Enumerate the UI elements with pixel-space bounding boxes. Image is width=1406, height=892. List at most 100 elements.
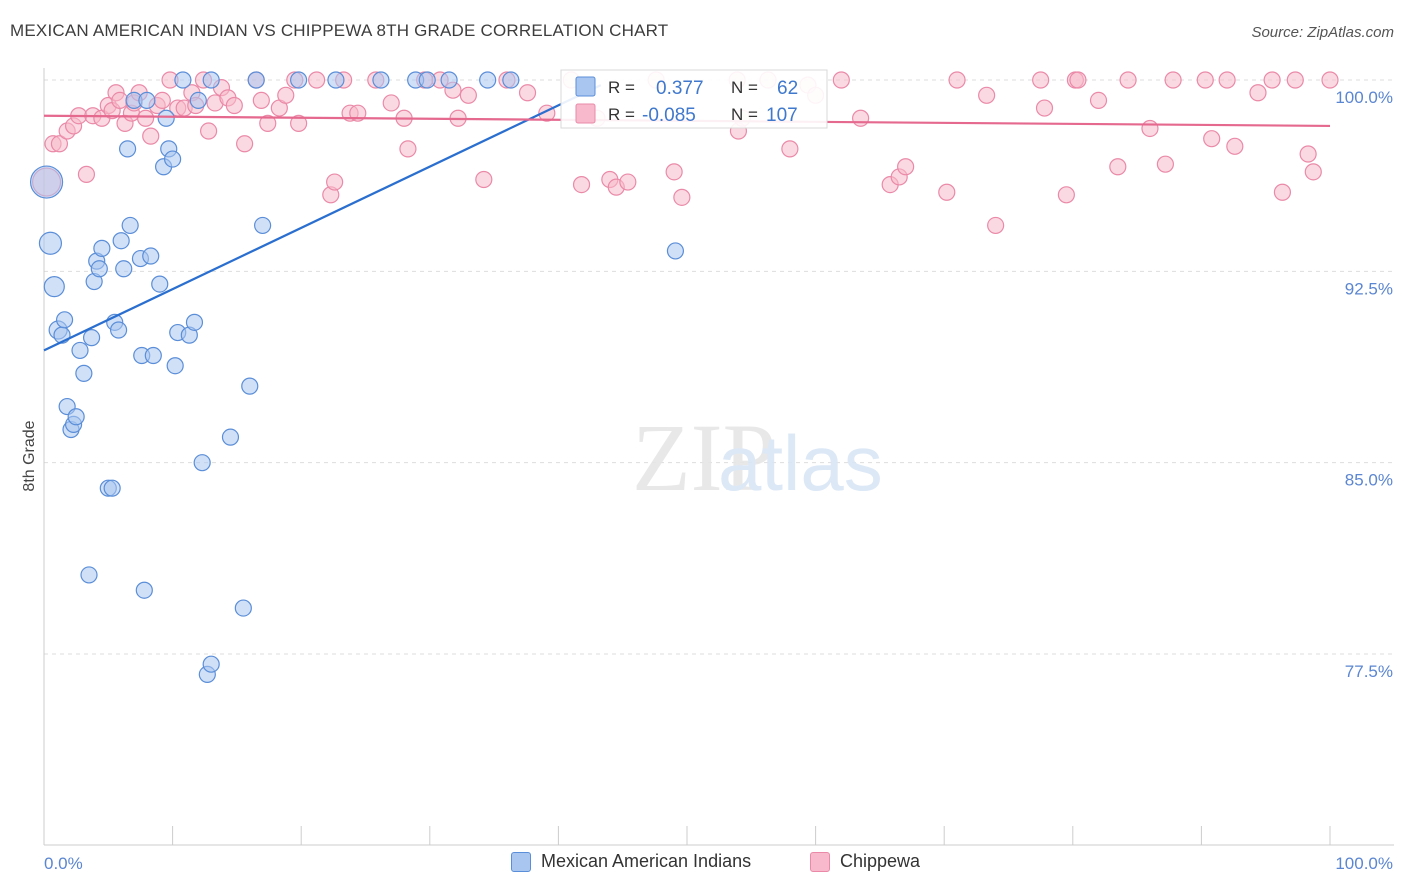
point-chippewa <box>1286 71 1304 89</box>
point-chippewa <box>236 135 254 153</box>
point-chippewa <box>308 71 326 89</box>
point-mexican-american-indians <box>82 329 101 347</box>
point-chippewa <box>1156 155 1174 173</box>
point-chippewa <box>399 140 417 158</box>
point-chippewa <box>673 188 691 206</box>
point-mexican-american-indians <box>118 140 137 158</box>
legend-label: Mexican American Indians <box>541 851 752 871</box>
stats-n-label-1: N = <box>731 78 758 97</box>
point-chippewa <box>1089 91 1108 110</box>
point-chippewa <box>987 216 1005 235</box>
source-credit: Source: ZipAtlas.com <box>1251 24 1394 41</box>
watermark: ZIP atlas <box>632 404 883 511</box>
point-chippewa <box>1321 71 1339 89</box>
axes: 77.5% 85.0% 92.5% 100.0% 0.0% 100.0% <box>43 68 1394 873</box>
chart-title: MEXICAN AMERICAN INDIAN VS CHIPPEWA 8TH … <box>10 21 669 40</box>
point-chippewa <box>290 114 308 132</box>
point-chippewa <box>978 86 996 104</box>
point-chippewa <box>277 86 295 104</box>
point-chippewa <box>1035 99 1054 117</box>
point-chippewa <box>781 140 799 158</box>
point-chippewa <box>225 96 243 115</box>
point-mexican-american-indians <box>247 71 265 89</box>
point-chippewa <box>518 84 537 102</box>
y-tick-label: 85.0% <box>1345 471 1393 490</box>
point-chippewa <box>1069 71 1087 89</box>
point-mexican-american-indians <box>479 71 497 89</box>
point-mexican-american-indians <box>202 655 220 673</box>
point-chippewa <box>475 170 493 189</box>
point-mexican-american-indians <box>112 232 130 250</box>
stats-r-label-2: R = <box>608 105 635 124</box>
point-mexican-american-indians <box>90 260 108 278</box>
point-mexican-american-indians <box>135 581 153 599</box>
point-mexican-american-indians <box>67 408 85 426</box>
point-chippewa <box>1226 137 1244 155</box>
point-mexican-american-indians <box>185 313 204 331</box>
point-chippewa <box>136 109 155 127</box>
point-chippewa <box>852 109 870 127</box>
y-tick-label: 77.5% <box>1345 662 1393 681</box>
point-mexican-american-indians <box>164 150 182 168</box>
stats-n-label-2: N = <box>731 105 758 124</box>
legend-item-mexican-american-indians[interactable]: Mexican American Indians <box>511 851 751 872</box>
grid-lines <box>44 79 1394 655</box>
point-mexican-american-indians <box>151 275 169 293</box>
point-chippewa <box>1032 71 1050 89</box>
stats-swatch-blue <box>575 76 596 97</box>
point-chippewa <box>1218 71 1236 89</box>
point-chippewa <box>1164 71 1182 89</box>
point-mexican-american-indians <box>193 454 211 472</box>
stats-r-value-1: 0.377 <box>656 78 704 99</box>
point-mexican-american-indians <box>234 599 252 617</box>
point-mexican-american-indians <box>43 276 65 298</box>
y-axis-label: 8th Grade <box>21 420 38 491</box>
x-tick-label: 0.0% <box>44 854 83 873</box>
point-chippewa <box>665 163 683 181</box>
stats-n-value-1: 62 <box>777 78 798 99</box>
point-mexican-american-indians <box>189 91 207 110</box>
point-chippewa <box>1196 71 1214 89</box>
point-chippewa <box>948 71 966 89</box>
point-chippewa <box>1203 130 1221 148</box>
point-chippewa <box>50 135 69 153</box>
point-mexican-american-indians <box>174 71 192 89</box>
point-mexican-american-indians <box>502 71 520 89</box>
point-chippewa <box>1057 186 1075 204</box>
point-chippewa <box>1304 163 1322 181</box>
point-mexican-american-indians <box>290 71 308 89</box>
point-mexican-american-indians <box>115 260 133 278</box>
point-chippewa <box>200 122 218 140</box>
point-chippewa <box>142 127 160 145</box>
point-mexican-american-indians <box>254 216 272 235</box>
point-mexican-american-indians <box>241 377 259 395</box>
point-mexican-american-indians <box>418 71 436 89</box>
stats-r-value-2: -0.085 <box>642 105 696 126</box>
point-mexican-american-indians <box>29 165 64 199</box>
point-mexican-american-indians <box>372 71 390 89</box>
point-mexican-american-indians <box>666 242 685 260</box>
point-mexican-american-indians <box>71 341 89 360</box>
point-chippewa <box>459 86 477 104</box>
point-chippewa <box>382 94 400 112</box>
legend-item-chippewa[interactable]: Chippewa <box>810 851 920 872</box>
point-mexican-american-indians <box>202 71 220 89</box>
watermark-atlas: atlas <box>718 419 883 507</box>
point-mexican-american-indians <box>80 566 98 584</box>
point-mexican-american-indians <box>327 71 345 89</box>
legend: Mexican American Indians Chippewa <box>0 851 1406 879</box>
point-chippewa <box>938 183 956 201</box>
point-mexican-american-indians <box>75 364 93 382</box>
point-chippewa <box>153 91 171 110</box>
point-mexican-american-indians <box>166 357 184 375</box>
point-mexican-american-indians <box>121 216 139 235</box>
point-chippewa <box>1109 158 1127 176</box>
point-chippewa <box>1141 119 1159 138</box>
point-mexican-american-indians <box>38 231 63 255</box>
point-chippewa <box>252 91 270 110</box>
legend-label: Chippewa <box>840 851 921 871</box>
point-mexican-american-indians <box>103 479 121 497</box>
data-points <box>29 71 1339 684</box>
point-mexican-american-indians <box>440 71 458 89</box>
stats-n-value-2: 107 <box>766 105 798 126</box>
